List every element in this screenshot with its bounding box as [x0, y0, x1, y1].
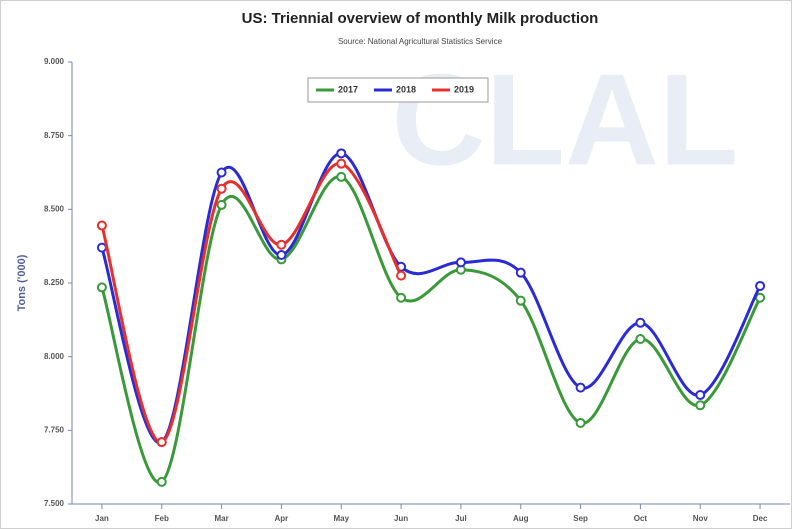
- data-point: [216, 199, 227, 210]
- x-tick-label: Jan: [95, 514, 109, 523]
- data-point: [755, 280, 766, 291]
- y-tick-label: 8.250: [44, 278, 65, 287]
- data-point: [216, 167, 227, 178]
- data-point: [635, 333, 646, 344]
- data-point: [575, 382, 586, 393]
- legend-label: 2017: [338, 84, 358, 94]
- data-point: [336, 171, 347, 182]
- legend-label: 2018: [396, 84, 416, 94]
- data-point: [396, 292, 407, 303]
- y-tick-label: 7.750: [44, 425, 65, 434]
- data-point: [575, 417, 586, 428]
- x-tick-label: Sep: [573, 514, 588, 523]
- x-tick-label: Feb: [155, 514, 169, 523]
- data-point: [635, 317, 646, 328]
- data-point: [455, 257, 466, 268]
- data-point: [515, 295, 526, 306]
- data-point: [96, 220, 107, 231]
- y-tick-label: 8.500: [44, 204, 65, 213]
- data-point: [96, 282, 107, 293]
- x-tick-label: Jul: [455, 514, 467, 523]
- y-tick-label: 7.500: [44, 499, 65, 508]
- data-point: [695, 389, 706, 400]
- legend-box: [307, 77, 489, 103]
- data-point: [216, 183, 227, 194]
- watermark: CLAL: [392, 46, 739, 192]
- data-point: [695, 400, 706, 411]
- x-tick-label: Nov: [693, 514, 709, 523]
- x-tick-label: Aug: [513, 514, 529, 523]
- data-point: [396, 270, 407, 281]
- y-tick-label: 9.000: [44, 57, 65, 66]
- data-point: [156, 476, 167, 487]
- legend-label: 2019: [454, 84, 474, 94]
- legend: 2017 2018 2019: [307, 77, 489, 103]
- y-axis-label: Tons ('000): [16, 254, 28, 311]
- data-point: [156, 437, 167, 448]
- x-tick-label: Dec: [753, 514, 768, 523]
- data-point: [515, 267, 526, 278]
- y-tick-label: 8.750: [44, 131, 65, 140]
- data-point: [276, 250, 287, 261]
- chart-title: US: Triennial overview of monthly Milk p…: [242, 10, 599, 27]
- x-tick-label: Oct: [634, 514, 648, 523]
- data-point: [276, 239, 287, 250]
- y-tick-label: 8.000: [44, 352, 65, 361]
- x-tick-label: Jun: [394, 514, 408, 523]
- chart-subtitle: Source: National Agricultural Statistics…: [338, 37, 503, 46]
- data-point: [336, 158, 347, 169]
- x-tick-label: May: [333, 514, 349, 523]
- x-tick-label: Mar: [214, 514, 228, 523]
- data-point: [336, 148, 347, 159]
- x-tick-label: Apr: [275, 514, 289, 523]
- data-point: [96, 242, 107, 253]
